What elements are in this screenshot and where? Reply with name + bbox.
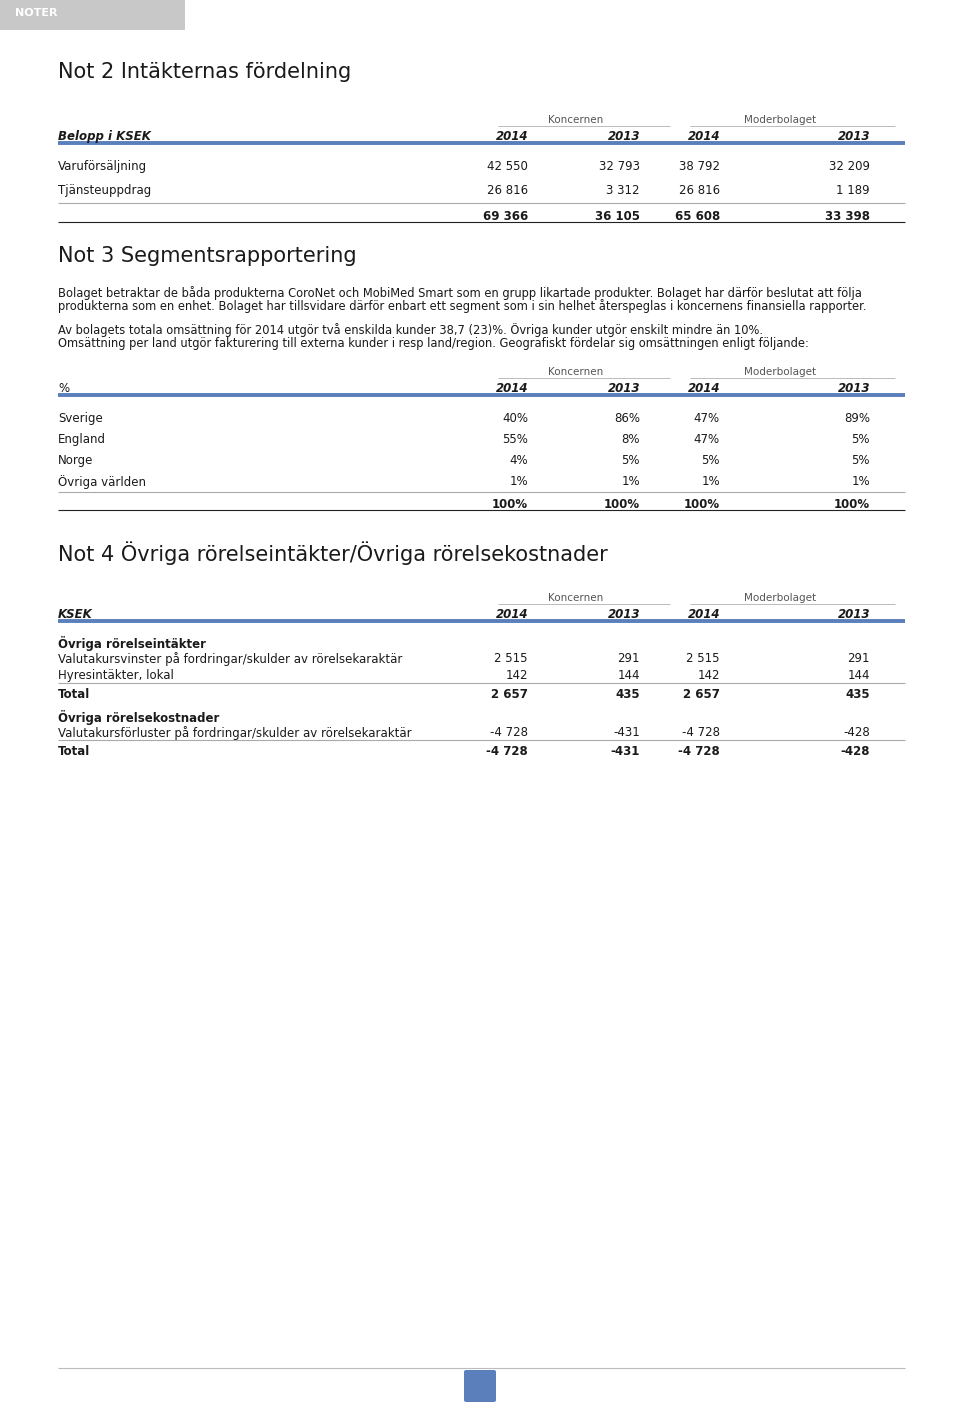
Text: 1%: 1% <box>621 474 640 489</box>
Text: 89%: 89% <box>844 412 870 425</box>
Text: 5%: 5% <box>852 433 870 446</box>
Text: Not 2 Intäkternas fördelning: Not 2 Intäkternas fördelning <box>58 62 351 82</box>
Text: 100%: 100% <box>604 498 640 511</box>
Text: Koncernen: Koncernen <box>548 367 604 377</box>
Text: Sverige: Sverige <box>58 412 103 425</box>
Text: 2 657: 2 657 <box>684 688 720 700</box>
Text: 69 366: 69 366 <box>483 210 528 223</box>
Text: 144: 144 <box>848 669 870 682</box>
Text: 2013: 2013 <box>608 383 640 395</box>
Text: 36 105: 36 105 <box>595 210 640 223</box>
Text: 2 657: 2 657 <box>492 688 528 700</box>
Text: 2013: 2013 <box>837 383 870 395</box>
Text: 2014: 2014 <box>687 130 720 143</box>
Text: 435: 435 <box>846 688 870 700</box>
Text: Not 3 Segmentsrapportering: Not 3 Segmentsrapportering <box>58 246 356 265</box>
Text: Norge: Norge <box>58 455 93 467</box>
Text: Övriga rörelsekostnader: Övriga rörelsekostnader <box>58 710 220 724</box>
Text: 4%: 4% <box>510 455 528 467</box>
Text: 26 816: 26 816 <box>679 184 720 198</box>
Text: Koncernen: Koncernen <box>548 114 604 126</box>
Text: 5%: 5% <box>621 455 640 467</box>
Text: 38 792: 38 792 <box>679 160 720 174</box>
Text: 86%: 86% <box>614 412 640 425</box>
Text: 26 816: 26 816 <box>487 184 528 198</box>
Text: 2 515: 2 515 <box>494 652 528 665</box>
Text: England: England <box>58 433 106 446</box>
Text: KSEK: KSEK <box>58 609 93 621</box>
Text: 2013: 2013 <box>837 130 870 143</box>
Text: 144: 144 <box>617 669 640 682</box>
Text: 100%: 100% <box>834 498 870 511</box>
Text: 40%: 40% <box>502 412 528 425</box>
Text: Valutakursvinster på fordringar/skulder av rörelsekaraktär: Valutakursvinster på fordringar/skulder … <box>58 652 402 666</box>
Text: -431: -431 <box>611 746 640 758</box>
Text: 32 793: 32 793 <box>599 160 640 174</box>
Text: 2013: 2013 <box>608 609 640 621</box>
Text: 47%: 47% <box>694 412 720 425</box>
Text: Total: Total <box>58 688 90 700</box>
Text: 3 312: 3 312 <box>607 184 640 198</box>
Text: Hyresintäkter, lokal: Hyresintäkter, lokal <box>58 669 174 682</box>
Text: 100%: 100% <box>492 498 528 511</box>
Text: 55%: 55% <box>502 433 528 446</box>
Text: 42 550: 42 550 <box>487 160 528 174</box>
Text: -4 728: -4 728 <box>682 726 720 738</box>
Text: Omsättning per land utgör fakturering till externa kunder i resp land/region. Ge: Omsättning per land utgör fakturering ti… <box>58 337 809 350</box>
Text: -431: -431 <box>613 726 640 738</box>
Text: 47%: 47% <box>694 433 720 446</box>
Text: Koncernen: Koncernen <box>548 593 604 603</box>
Text: -428: -428 <box>843 726 870 738</box>
Text: 142: 142 <box>698 669 720 682</box>
Text: -4 728: -4 728 <box>679 746 720 758</box>
Text: 1%: 1% <box>852 474 870 489</box>
Text: 291: 291 <box>848 652 870 665</box>
Text: -428: -428 <box>841 746 870 758</box>
Text: Av bolagets totala omsättning för 2014 utgör två enskilda kunder 38,7 (23)%. Övr: Av bolagets totala omsättning för 2014 u… <box>58 323 763 337</box>
Text: 2014: 2014 <box>495 130 528 143</box>
Text: Valutakursförluster på fordringar/skulder av rörelsekaraktär: Valutakursförluster på fordringar/skulde… <box>58 726 412 740</box>
Text: produkterna som en enhet. Bolaget har tillsvidare därför enbart ett segment som : produkterna som en enhet. Bolaget har ti… <box>58 299 867 313</box>
Text: Total: Total <box>58 746 90 758</box>
Bar <box>0 0 185 30</box>
Text: 1%: 1% <box>510 474 528 489</box>
Text: 5%: 5% <box>702 455 720 467</box>
Text: Tjänsteuppdrag: Tjänsteuppdrag <box>58 184 152 198</box>
Text: 33 398: 33 398 <box>825 210 870 223</box>
Text: 291: 291 <box>617 652 640 665</box>
Text: 2014: 2014 <box>687 383 720 395</box>
Text: Moderbolaget: Moderbolaget <box>744 114 816 126</box>
Text: 2013: 2013 <box>608 130 640 143</box>
Text: 57: 57 <box>471 1378 489 1391</box>
Text: NOTER: NOTER <box>15 8 58 18</box>
Text: %: % <box>58 383 69 395</box>
Text: -4 728: -4 728 <box>487 746 528 758</box>
Text: 2014: 2014 <box>687 609 720 621</box>
Text: 142: 142 <box>506 669 528 682</box>
Text: 100%: 100% <box>684 498 720 511</box>
Text: Övriga rörelseintäkter: Övriga rörelseintäkter <box>58 635 206 651</box>
Text: 1 189: 1 189 <box>836 184 870 198</box>
Text: Moderbolaget: Moderbolaget <box>744 367 816 377</box>
Text: Bolaget betraktar de båda produkterna CoroNet och MobiMed Smart som en grupp lik: Bolaget betraktar de båda produkterna Co… <box>58 287 862 299</box>
Text: 2 515: 2 515 <box>686 652 720 665</box>
FancyBboxPatch shape <box>464 1370 496 1402</box>
Text: 1%: 1% <box>702 474 720 489</box>
Text: 5%: 5% <box>852 455 870 467</box>
Text: 2013: 2013 <box>837 609 870 621</box>
Text: 435: 435 <box>615 688 640 700</box>
Text: Moderbolaget: Moderbolaget <box>744 593 816 603</box>
Text: 2014: 2014 <box>495 383 528 395</box>
Text: 2014: 2014 <box>495 609 528 621</box>
Text: 8%: 8% <box>621 433 640 446</box>
Text: -4 728: -4 728 <box>490 726 528 738</box>
Text: Övriga världen: Övriga världen <box>58 474 146 489</box>
Text: 32 209: 32 209 <box>829 160 870 174</box>
Text: Not 4 Övriga rörelseintäkter/Övriga rörelsekostnader: Not 4 Övriga rörelseintäkter/Övriga röre… <box>58 541 608 565</box>
Text: 65 608: 65 608 <box>675 210 720 223</box>
Text: Varuförsäljning: Varuförsäljning <box>58 160 147 174</box>
Text: Belopp i KSEK: Belopp i KSEK <box>58 130 151 143</box>
